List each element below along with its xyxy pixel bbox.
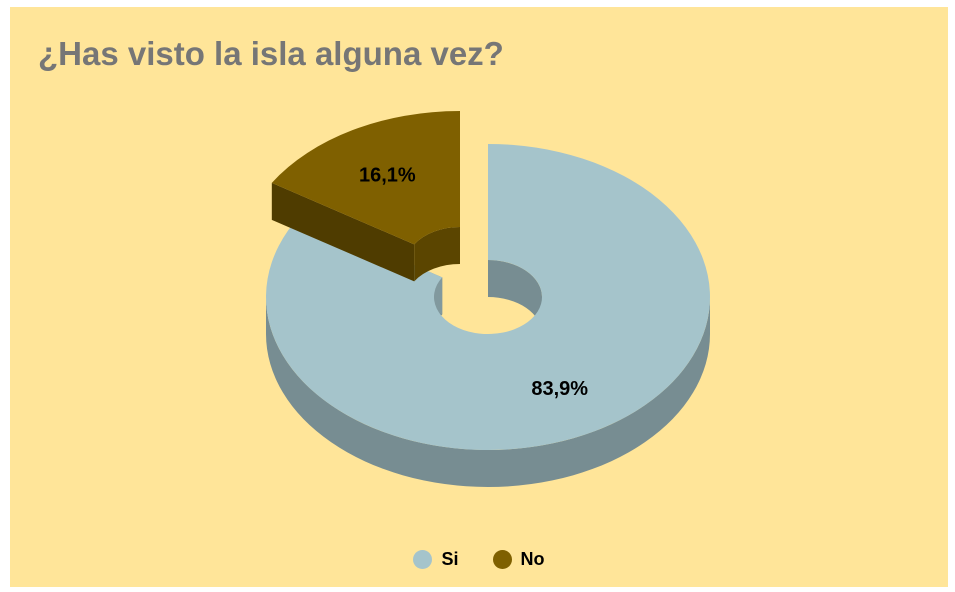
slice-si [265, 144, 710, 451]
slice-no-hole-wall [414, 227, 460, 282]
legend-item-no[interactable]: No [492, 549, 545, 570]
slice-no [271, 111, 460, 245]
chart-title: ¿Has visto la isla alguna vez? [38, 35, 504, 72]
legend-swatch-no [492, 550, 512, 569]
slice-no-cut-face [271, 182, 415, 282]
chart-panel: ¿Has visto la isla alguna vez? 83,9% 16,1… [10, 7, 948, 587]
legend: Si No [10, 549, 948, 570]
legend-item-si[interactable]: Si [413, 549, 459, 570]
legend-swatch-si [413, 550, 433, 569]
data-label-no: 16,1% [359, 165, 416, 187]
donut-chart: 83,9% 16,1% [265, 111, 710, 487]
data-label-si: 83,9% [531, 378, 588, 400]
slice-si-side [266, 297, 710, 487]
slice-si-hole-wall [488, 260, 542, 334]
legend-label-si: Si [441, 549, 459, 569]
legend-label-no: No [520, 549, 545, 569]
